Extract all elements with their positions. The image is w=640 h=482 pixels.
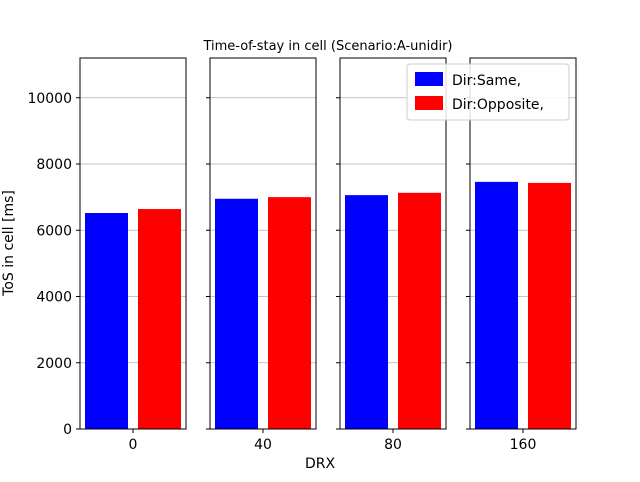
x-tick-label-0: 0 xyxy=(129,437,138,453)
legend-frame xyxy=(406,63,570,121)
legend: Dir:Same, Dir:Opposite, xyxy=(406,63,570,121)
y-tick-label-6000: 6000 xyxy=(36,223,72,239)
bar-0-series-1 xyxy=(138,209,181,429)
legend-swatch-series-1 xyxy=(415,96,443,110)
x-tick-label-160: 160 xyxy=(510,437,537,453)
bar-80-series-0 xyxy=(345,195,388,429)
bar-80-series-1 xyxy=(398,192,441,429)
bar-160-series-0 xyxy=(475,181,518,429)
legend-swatch-series-0 xyxy=(415,72,443,86)
bar-160-series-1 xyxy=(528,182,571,429)
y-tick-label-2000: 2000 xyxy=(36,356,72,372)
y-tick-label-8000: 8000 xyxy=(36,157,72,173)
bar-40-series-1 xyxy=(268,197,311,429)
y-tick-label-4000: 4000 xyxy=(36,290,72,306)
x-tick-label-80: 80 xyxy=(384,437,402,453)
legend-label-series-1: Dir:Opposite, xyxy=(452,97,544,113)
bar-0-series-0 xyxy=(85,213,128,429)
y-tick-label-10000: 10000 xyxy=(27,91,72,107)
legend-label-series-0: Dir:Same, xyxy=(452,73,521,89)
bar-40-series-0 xyxy=(215,198,258,429)
subplot-panels: 0 40 80 160 0 2000 4000 6000 8000 10000 xyxy=(27,57,577,453)
x-axis-label: DRX xyxy=(305,456,336,472)
chart-title: Time-of-stay in cell (Scenario:A-unidir) xyxy=(202,39,452,54)
y-tick-label-0: 0 xyxy=(63,422,72,438)
y-axis-label: ToS in cell [ms] xyxy=(1,190,17,297)
x-tick-label-40: 40 xyxy=(254,437,272,453)
